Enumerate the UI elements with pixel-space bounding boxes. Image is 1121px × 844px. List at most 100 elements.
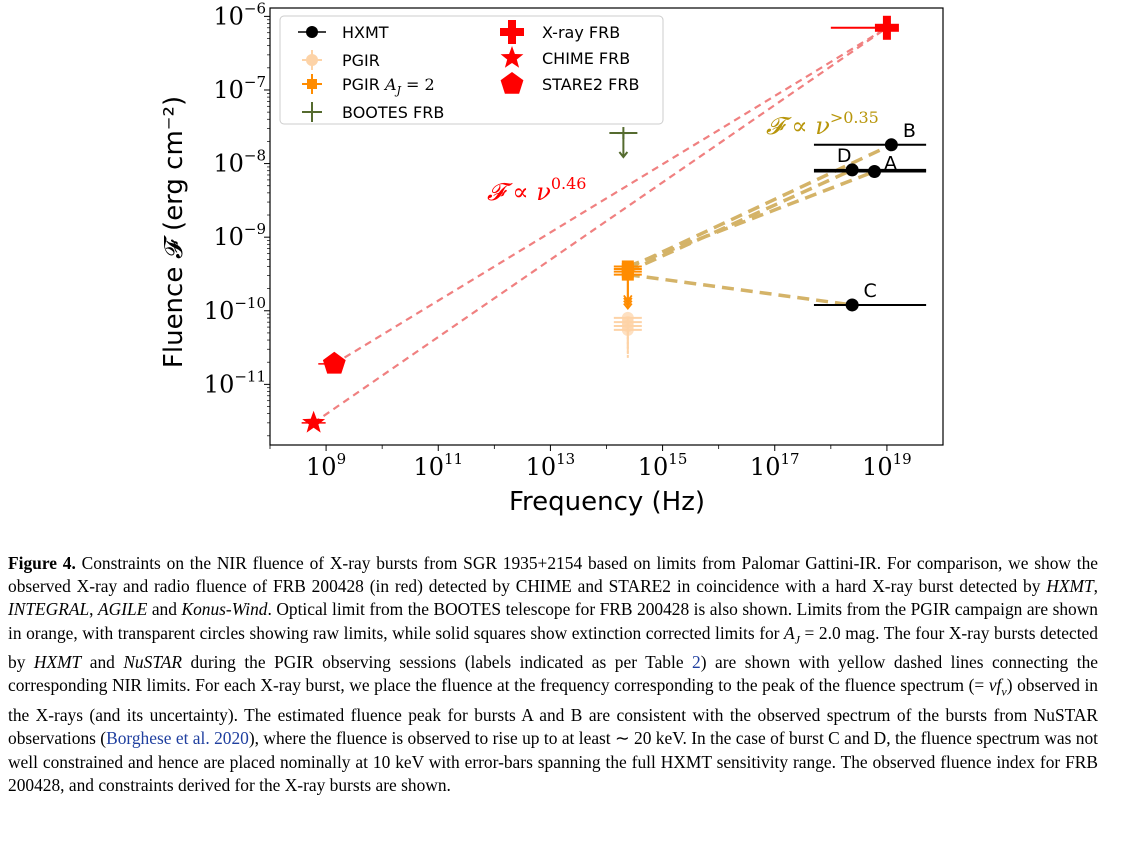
caption-reference[interactable]: Borghese et al. 2020 bbox=[106, 728, 249, 749]
pgir-corrected-limit bbox=[623, 294, 633, 302]
caption-text: νf bbox=[988, 675, 1002, 696]
pgir-corrected-limit bbox=[623, 300, 633, 308]
legend-marker bbox=[500, 28, 524, 36]
x-tick-label-base: 10 bbox=[862, 453, 893, 481]
xray-frb-point bbox=[874, 23, 899, 32]
legend-label-part: = 2 bbox=[401, 75, 435, 94]
legend-item: PGIR bbox=[302, 50, 380, 70]
lines-layer bbox=[313, 26, 893, 424]
caption-text: during the PGIR observing sessions (labe… bbox=[181, 652, 693, 673]
pgir-corrected-point bbox=[621, 260, 634, 273]
hxmt-point bbox=[845, 163, 859, 177]
x-tick-label-exp: 19 bbox=[893, 450, 912, 468]
y-tick-label-base: 10 bbox=[213, 2, 244, 30]
y-tick-label-base: 10 bbox=[213, 150, 244, 178]
stare2-frb-point bbox=[322, 351, 346, 374]
legend-marker bbox=[500, 46, 524, 68]
caption-text: HXMT bbox=[33, 652, 82, 673]
bootes-point bbox=[617, 132, 630, 135]
legend-marker bbox=[306, 26, 318, 38]
caption-text: Constraints on the NIR fluence of X-ray … bbox=[8, 553, 1098, 597]
pgir-corrected-limit bbox=[623, 297, 633, 305]
pgir-raw-point bbox=[621, 311, 634, 324]
y-tick-label-base: 10 bbox=[204, 297, 235, 325]
y-tick-label-base: 10 bbox=[213, 76, 244, 104]
caption-text: and bbox=[81, 652, 124, 673]
x-tick-label: 1011 bbox=[413, 450, 463, 481]
annotation-xray_index: 𝓕 ∝ ν>0.35 bbox=[766, 108, 879, 140]
caption-text: J bbox=[794, 632, 800, 647]
legend-label: CHIME FRB bbox=[542, 49, 630, 68]
legend-marker bbox=[307, 79, 317, 89]
x-axis-title: Frequency (Hz) bbox=[509, 487, 705, 517]
y-tick-label: 10−8 bbox=[213, 147, 266, 178]
x-tick-label-base: 10 bbox=[638, 453, 669, 481]
hxmt-point bbox=[884, 138, 898, 152]
y-tick-label: 10−10 bbox=[204, 294, 266, 325]
legend-marker bbox=[306, 54, 318, 66]
legend-label: STARE2 FRB bbox=[542, 75, 639, 94]
y-tick-label-base: 10 bbox=[204, 370, 235, 398]
caption-text: ) are shown with yellow dashed lines con… bbox=[8, 652, 1098, 696]
legend-label: PGIR bbox=[342, 51, 380, 70]
legend-label: HXMT bbox=[342, 23, 389, 42]
x-tick-label: 1013 bbox=[526, 450, 576, 481]
caption-text: INTEGRAL bbox=[8, 599, 90, 620]
y-tick-label: 10−9 bbox=[213, 220, 266, 251]
x-tick-label-base: 10 bbox=[526, 453, 557, 481]
hxmt-point-label: A bbox=[884, 153, 897, 175]
caption-text: NuSTAR bbox=[123, 652, 182, 673]
chime-frb-point bbox=[302, 410, 326, 433]
annotation-base: 𝓕 ∝ ν bbox=[766, 112, 830, 140]
y-tick-label: 10−11 bbox=[204, 367, 266, 398]
y-tick-label: 10−7 bbox=[213, 73, 266, 104]
legend-label-part: PGIR bbox=[342, 75, 385, 94]
legend-marker bbox=[500, 72, 524, 94]
caption-text: HXMT bbox=[1046, 576, 1094, 597]
figure-caption: Figure 4. Constraints on the NIR fluence… bbox=[8, 552, 1098, 797]
hxmt-point bbox=[867, 165, 881, 179]
legend-item: STARE2 FRB bbox=[500, 72, 639, 94]
legend-label-part: J bbox=[395, 84, 402, 97]
caption-reference[interactable]: 2 bbox=[692, 652, 701, 673]
caption-text: ν bbox=[1001, 684, 1007, 699]
ticks-layer: 109 1011 1013 1015 1017 101910−610−710−810−91… bbox=[204, 0, 912, 481]
caption-text: , bbox=[89, 599, 99, 620]
x-tick-label: 1015 bbox=[638, 450, 688, 481]
legend-item: HXMT bbox=[298, 23, 389, 42]
xray-constraint-line bbox=[627, 168, 853, 274]
legend-item: X-ray FRB bbox=[500, 20, 620, 44]
x-tick-label-exp: 15 bbox=[668, 450, 687, 468]
caption-text: . Optical limit from the BOOTES telescop… bbox=[8, 599, 1098, 643]
y-tick-label-exp: −8 bbox=[244, 147, 266, 165]
caption-text: = 2.0 mag. The four X-ray bursts detecte… bbox=[8, 622, 1098, 673]
caption-text: , bbox=[1093, 576, 1098, 597]
annotations: 𝓕 ∝ ν0.46𝓕 ∝ ν>0.35 bbox=[487, 108, 879, 206]
hxmt-point-label: C bbox=[864, 280, 877, 302]
xray-constraint-line bbox=[627, 272, 853, 307]
y-axis-title: Fluence 𝓕 (erg cm⁻²) bbox=[159, 96, 189, 368]
y-tick-label: 10−6 bbox=[213, 0, 266, 30]
annotation-exp: >0.35 bbox=[830, 108, 879, 127]
legend-item: BOOTES FRB bbox=[302, 102, 444, 122]
xray-constraint-line bbox=[627, 143, 893, 270]
caption-text: ) observed in the X-rays (and its uncert… bbox=[8, 675, 1099, 749]
legend-item: PGIR AJ = 2 bbox=[302, 74, 435, 97]
y-tick-label-exp: −9 bbox=[244, 220, 266, 238]
legend-label: X-ray FRB bbox=[542, 23, 620, 42]
legend-label-part: A bbox=[383, 75, 397, 94]
pgir-corrected-limit bbox=[623, 303, 633, 311]
y-tick-label-base: 10 bbox=[213, 223, 244, 251]
y-tick-label-exp: −10 bbox=[234, 294, 266, 312]
annotation-frb_index: 𝓕 ∝ ν0.46 bbox=[487, 174, 586, 206]
annotation-exp: 0.46 bbox=[551, 174, 587, 193]
hxmt-point-label: D bbox=[837, 145, 852, 167]
figure-label: Figure 4. bbox=[8, 553, 76, 573]
hxmt-point bbox=[845, 298, 859, 312]
hxmt-point-label: B bbox=[903, 120, 916, 142]
annotation-base: 𝓕 ∝ ν bbox=[487, 178, 551, 206]
x-tick-label-base: 10 bbox=[306, 453, 337, 481]
